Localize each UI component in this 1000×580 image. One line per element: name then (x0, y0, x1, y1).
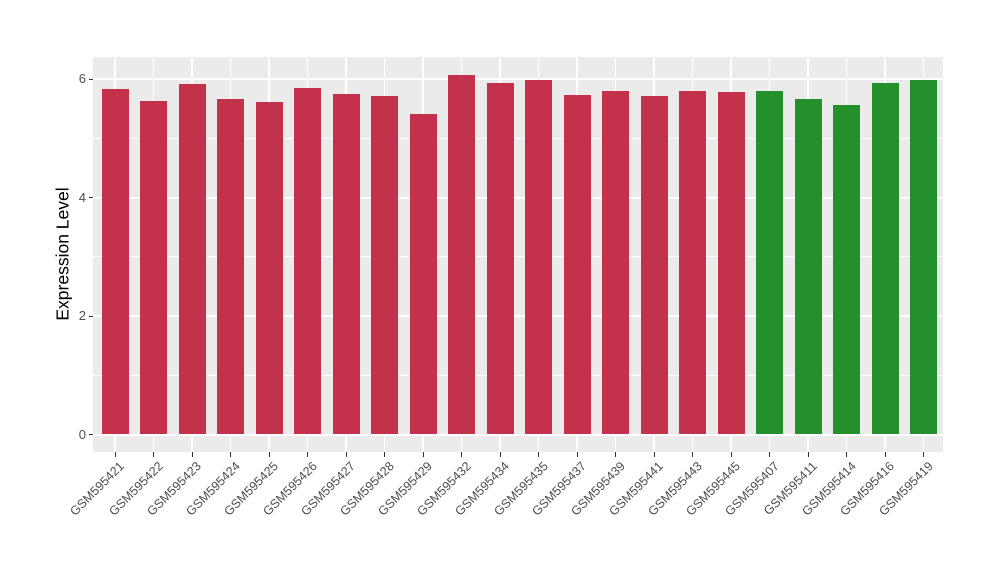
minor-gridline-y5 (93, 138, 943, 139)
x-axis-tick (268, 452, 270, 457)
bar (486, 82, 514, 435)
bar (871, 83, 899, 435)
x-axis-tick (923, 452, 924, 457)
minor-gridline-y3 (93, 256, 943, 258)
bar (910, 79, 937, 435)
bar (332, 93, 360, 435)
y-axis-title: Expression Level (52, 187, 73, 321)
y-axis-tick (88, 434, 93, 435)
x-axis-tick (114, 452, 116, 457)
major-gridline-y2 (93, 315, 943, 318)
y-axis-tick (88, 315, 93, 317)
x-axis-tick (653, 452, 655, 457)
bar (794, 98, 822, 435)
y-axis-tick (88, 78, 93, 80)
y-axis-tick (88, 197, 93, 199)
bar (140, 101, 167, 435)
bar (640, 95, 668, 435)
bar (563, 94, 591, 435)
bar (679, 91, 706, 435)
bar (255, 101, 283, 435)
bar (101, 89, 129, 435)
bar (294, 88, 321, 435)
major-gridline-y4 (93, 196, 943, 199)
x-axis-tick (846, 452, 847, 457)
x-axis-tick (730, 452, 732, 457)
x-axis-tick (538, 452, 539, 457)
bar (525, 80, 552, 435)
x-axis-tick (345, 452, 347, 457)
y-tick-label: 0 (78, 426, 86, 442)
x-axis-tick (807, 452, 809, 457)
bar (409, 113, 437, 435)
y-tick-label: 6 (78, 71, 86, 87)
y-tick-label: 2 (78, 308, 86, 324)
x-axis-tick (884, 452, 886, 457)
bar (833, 104, 860, 435)
bar (756, 91, 783, 435)
plot-panel (93, 57, 943, 452)
bar (178, 84, 206, 435)
bar (717, 91, 745, 435)
x-axis-tick (769, 452, 770, 457)
x-axis-tick (230, 452, 231, 457)
major-gridline-y0 (93, 433, 943, 436)
x-axis-tick (422, 452, 424, 457)
x-axis-tick (191, 452, 193, 457)
bar (602, 90, 629, 435)
x-axis-tick (692, 452, 693, 457)
x-axis-tick (153, 452, 154, 457)
bar (371, 95, 398, 435)
bar (448, 75, 475, 435)
minor-gridline-y1 (93, 374, 943, 376)
major-gridline-y6 (93, 78, 943, 81)
x-axis-tick (576, 452, 578, 457)
x-axis-tick (307, 452, 308, 457)
y-tick-label: 4 (78, 189, 86, 205)
bar (217, 98, 244, 435)
x-axis-tick (461, 452, 462, 457)
x-axis-tick (384, 452, 385, 457)
x-axis-tick (499, 452, 501, 457)
x-axis-tick (615, 452, 616, 457)
